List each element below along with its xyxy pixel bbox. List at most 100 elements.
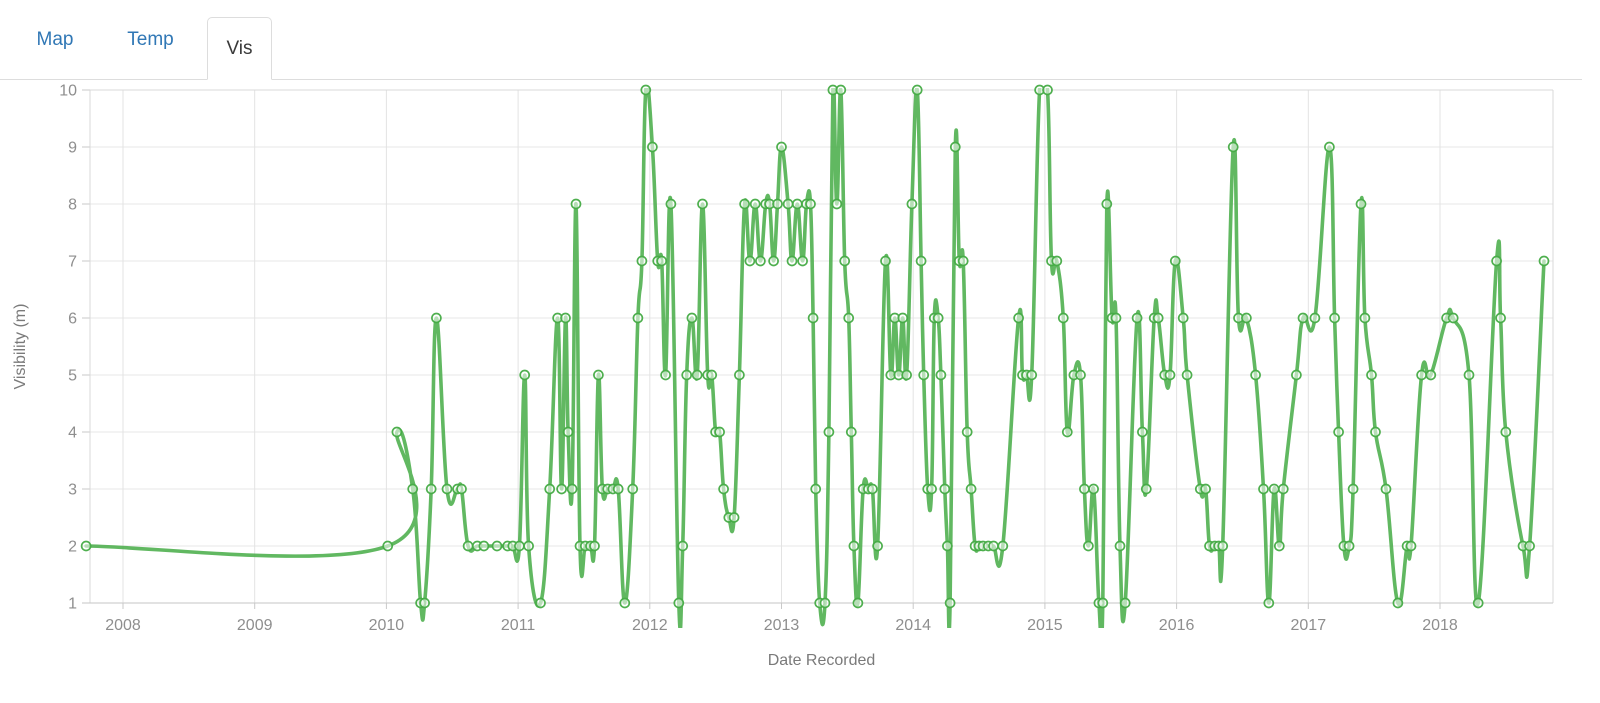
data-point-marker[interactable] [1500, 426, 1512, 438]
data-point-marker[interactable] [640, 84, 652, 96]
data-point-marker[interactable] [957, 255, 969, 267]
data-point-marker[interactable] [961, 426, 973, 438]
data-point-marker[interactable] [1114, 540, 1126, 552]
data-point-marker[interactable] [932, 312, 944, 324]
data-point-marker[interactable] [906, 198, 918, 210]
data-point-marker[interactable] [918, 369, 930, 381]
data-point-marker[interactable] [686, 312, 698, 324]
data-point-marker[interactable] [1241, 312, 1252, 324]
data-point-marker[interactable] [570, 198, 582, 210]
data-point-marker[interactable] [589, 540, 600, 552]
data-point-marker[interactable] [942, 540, 953, 552]
data-point-marker[interactable] [1169, 255, 1181, 267]
data-point-marker[interactable] [1181, 369, 1193, 381]
data-point-marker[interactable] [556, 483, 567, 495]
data-point-marker[interactable] [1491, 255, 1502, 267]
data-point-marker[interactable] [419, 597, 430, 609]
data-point-marker[interactable] [441, 483, 453, 495]
data-point-marker[interactable] [80, 540, 92, 552]
data-point-marker[interactable] [867, 483, 878, 495]
data-point-marker[interactable] [797, 255, 808, 267]
data-point-marker[interactable] [1119, 597, 1131, 609]
data-point-marker[interactable] [1355, 198, 1367, 210]
data-point-marker[interactable] [593, 369, 604, 381]
data-point-marker[interactable] [744, 255, 756, 267]
data-point-marker[interactable] [636, 255, 648, 267]
data-point-marker[interactable] [612, 483, 624, 495]
data-point-marker[interactable] [673, 597, 685, 609]
data-point-marker[interactable] [1380, 483, 1392, 495]
data-point-marker[interactable] [1258, 483, 1269, 495]
data-point-marker[interactable] [1472, 597, 1484, 609]
data-point-marker[interactable] [1110, 312, 1122, 324]
data-point-marker[interactable] [1137, 426, 1148, 438]
data-point-marker[interactable] [831, 198, 843, 210]
data-point-marker[interactable] [1140, 483, 1152, 495]
data-point-marker[interactable] [566, 483, 578, 495]
data-point-marker[interactable] [407, 483, 419, 495]
data-point-marker[interactable] [1164, 369, 1176, 381]
data-point-marker[interactable] [786, 255, 798, 267]
data-point-marker[interactable] [839, 255, 851, 267]
data-point-marker[interactable] [718, 483, 729, 495]
data-point-marker[interactable] [391, 426, 403, 438]
data-point-marker[interactable] [1131, 312, 1143, 324]
data-point-marker[interactable] [739, 198, 750, 210]
data-point-marker[interactable] [1152, 312, 1164, 324]
data-point-marker[interactable] [805, 198, 816, 210]
data-point-marker[interactable] [714, 426, 725, 438]
data-point-marker[interactable] [772, 198, 783, 210]
data-point-marker[interactable] [1524, 540, 1535, 552]
data-point-marker[interactable] [1324, 141, 1335, 153]
data-point-marker[interactable] [1079, 483, 1090, 495]
data-point-marker[interactable] [1463, 369, 1475, 381]
data-point-marker[interactable] [852, 597, 864, 609]
data-point-marker[interactable] [915, 255, 927, 267]
data-point-marker[interactable] [1273, 540, 1285, 552]
data-point-marker[interactable] [656, 255, 668, 267]
data-point-marker[interactable] [848, 540, 860, 552]
data-point-marker[interactable] [425, 483, 437, 495]
data-point-marker[interactable] [734, 369, 745, 381]
data-point-marker[interactable] [1097, 597, 1109, 609]
data-point-marker[interactable] [632, 312, 644, 324]
tab-map[interactable]: Map [36, 28, 74, 50]
data-point-marker[interactable] [619, 597, 631, 609]
data-point-marker[interactable] [1333, 426, 1344, 438]
data-point-marker[interactable] [462, 540, 474, 552]
data-point-marker[interactable] [1263, 597, 1275, 609]
data-point-marker[interactable] [677, 540, 689, 552]
data-point-marker[interactable] [949, 141, 961, 153]
data-point-marker[interactable] [1101, 198, 1113, 210]
data-point-marker[interactable] [988, 540, 999, 552]
data-point-marker[interactable] [1250, 369, 1261, 381]
data-point-marker[interactable] [1291, 369, 1302, 381]
data-point-marker[interactable] [843, 312, 855, 324]
data-point-marker[interactable] [728, 512, 740, 523]
data-point-marker[interactable] [1495, 312, 1506, 324]
data-point-marker[interactable] [1177, 312, 1189, 324]
data-point-marker[interactable] [491, 540, 503, 552]
data-point-marker[interactable] [706, 369, 718, 381]
data-point-marker[interactable] [901, 369, 912, 381]
data-point-marker[interactable] [1051, 255, 1063, 267]
data-point-marker[interactable] [1227, 141, 1239, 153]
data-point-marker[interactable] [755, 255, 766, 267]
data-point-marker[interactable] [1075, 369, 1086, 381]
data-point-marker[interactable] [431, 312, 442, 324]
data-point-marker[interactable] [1538, 255, 1550, 267]
data-point-marker[interactable] [523, 540, 534, 552]
tab-temp[interactable]: Temp [127, 28, 174, 50]
data-point-marker[interactable] [1425, 369, 1437, 381]
data-point-marker[interactable] [1309, 312, 1321, 324]
data-point-marker[interactable] [1057, 312, 1069, 324]
data-point-marker[interactable] [1370, 426, 1381, 438]
data-point-marker[interactable] [1217, 540, 1229, 552]
data-point-marker[interactable] [514, 540, 525, 552]
data-point-marker[interactable] [835, 84, 847, 96]
data-point-marker[interactable] [944, 597, 956, 609]
data-point-marker[interactable] [382, 540, 394, 552]
data-point-marker[interactable] [782, 198, 794, 210]
data-point-marker[interactable] [456, 483, 467, 495]
data-point-marker[interactable] [926, 483, 937, 495]
